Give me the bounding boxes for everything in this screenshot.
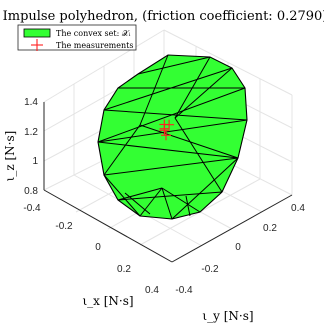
y-axis-label: ι_y [N·s] bbox=[202, 309, 253, 323]
axes bbox=[43, 102, 293, 263]
legend-label-convex-set: The convex set: 𝒳ᵢ bbox=[56, 29, 131, 38]
polyhedron-edges bbox=[97, 54, 248, 220]
edge bbox=[117, 191, 223, 201]
legend-label-measurements: The measurements bbox=[56, 41, 133, 50]
y-tick-label: 0.4 bbox=[291, 203, 305, 214]
edge bbox=[174, 67, 233, 119]
chart-title: Impulse polyhedron, (friction coefficien… bbox=[3, 9, 324, 24]
x-axis-line bbox=[43, 189, 173, 263]
y-axis-line bbox=[171, 194, 293, 263]
edge bbox=[161, 187, 173, 220]
edge bbox=[103, 67, 233, 111]
x-tick-label: -0.4 bbox=[23, 203, 41, 214]
edge bbox=[139, 187, 163, 217]
edge bbox=[97, 87, 246, 143]
y-tick-label: -0.2 bbox=[201, 264, 219, 275]
measurement-markers bbox=[159, 119, 175, 141]
edge bbox=[124, 192, 151, 215]
x-tick-label: 0.2 bbox=[117, 264, 131, 275]
legend-polyhedron-swatch bbox=[23, 28, 51, 38]
legend: The convex set: 𝒳ᵢ The measurements bbox=[17, 24, 137, 51]
edge bbox=[103, 124, 141, 176]
x-tick-label: 0 bbox=[95, 242, 101, 253]
edge bbox=[171, 157, 239, 220]
x-tick-label: -0.2 bbox=[55, 221, 73, 232]
x-axis-label: ι_x [N·s] bbox=[82, 294, 133, 308]
edge bbox=[117, 187, 163, 201]
edge bbox=[97, 119, 248, 143]
y-tick-label: -0.4 bbox=[175, 285, 193, 296]
edge bbox=[137, 56, 211, 75]
z-tick-label: 1 bbox=[32, 156, 38, 167]
x-tick-label: 0.4 bbox=[145, 285, 159, 296]
z-tick-label: 1.4 bbox=[24, 97, 38, 108]
edge bbox=[103, 109, 248, 121]
z-tick-label: 1.2 bbox=[24, 127, 38, 138]
y-tick-label: 0.2 bbox=[263, 223, 277, 234]
edge bbox=[103, 157, 239, 176]
edge bbox=[161, 187, 201, 213]
z-axis-label: ι_z [N·s] bbox=[3, 131, 17, 182]
convex-set-polyhedron bbox=[97, 54, 248, 220]
edge bbox=[139, 124, 239, 159]
edge bbox=[185, 195, 191, 217]
y-tick-label: 0 bbox=[235, 242, 241, 253]
edge bbox=[97, 141, 239, 159]
z-tick-label: 0.8 bbox=[24, 186, 38, 197]
edge bbox=[103, 174, 141, 217]
